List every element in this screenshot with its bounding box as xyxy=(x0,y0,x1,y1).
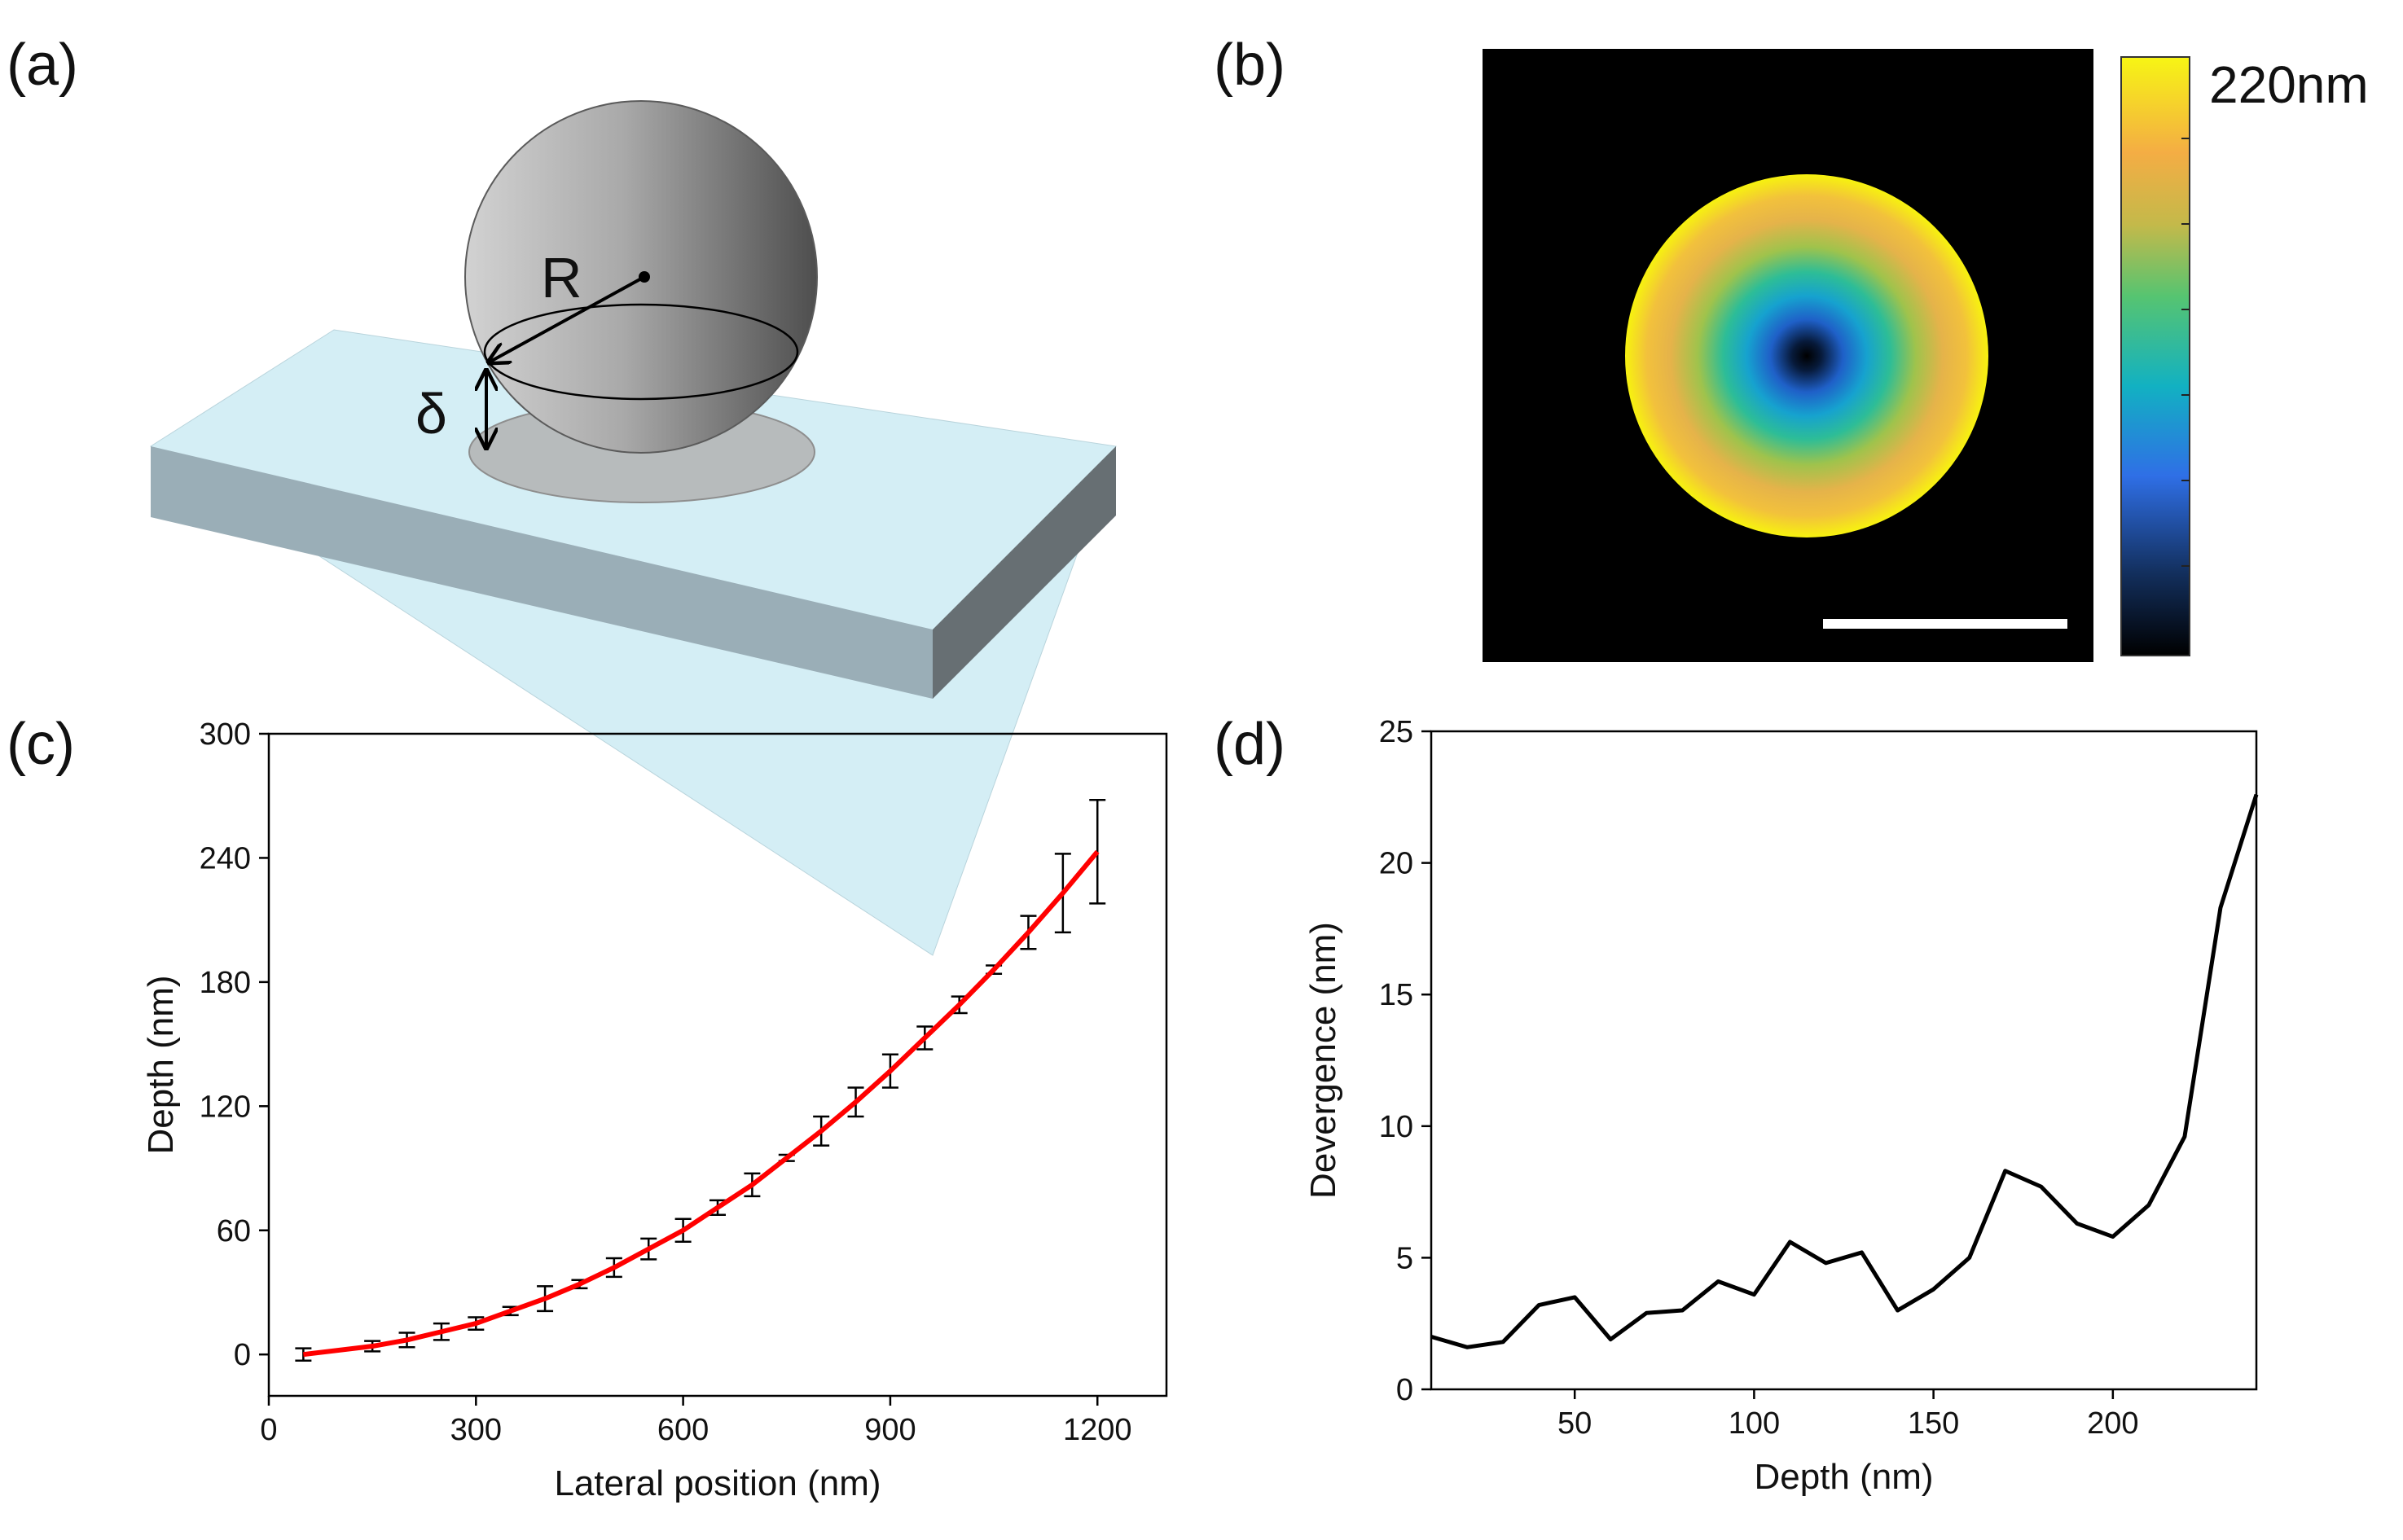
panel-b-letter: (b) xyxy=(1214,33,1285,98)
x-tick-label: 1200 xyxy=(1063,1413,1132,1447)
x-axis-label: Lateral position (nm) xyxy=(554,1463,881,1503)
x-axis-label: Depth (nm) xyxy=(1754,1457,1933,1497)
y-axis-label: Depth (nm) xyxy=(141,975,181,1154)
slab-side-face xyxy=(933,446,1116,699)
data-line xyxy=(1430,793,2259,1349)
plot-frame xyxy=(267,732,1168,1397)
y-tick-label: 25 xyxy=(1379,715,1413,749)
slab-front-face xyxy=(151,446,933,699)
colorbar-ticks xyxy=(2181,138,2190,567)
plot-frame xyxy=(1430,730,2258,1391)
y-tick-label: 300 xyxy=(200,717,251,752)
chart-c: 0 300 600 900 1200 0 60 120 180 240 300 Lateral pos… xyxy=(141,717,1168,1503)
colorbar xyxy=(2120,56,2190,656)
chart-d: 50 100 150 200 0 5 10 15 20 25 Depth (nm) Devergenc… xyxy=(1303,715,2259,1497)
panel-b: (b) 220nm xyxy=(1214,33,2369,662)
x-tick-label: 900 xyxy=(864,1413,916,1447)
fit-curve xyxy=(303,849,1100,1358)
y-tick-label: 0 xyxy=(1396,1373,1413,1407)
y-tick-label: 10 xyxy=(1379,1110,1413,1144)
panel-c: (c) 0 300 600 900 1200 0 60 120 180 240 300 Lateral… xyxy=(7,712,1168,1503)
panel-a-letter: (a) xyxy=(7,33,78,98)
x-tick-label: 150 xyxy=(1908,1406,1959,1441)
y-tick-label: 20 xyxy=(1379,847,1413,881)
y-tick-label: 15 xyxy=(1379,978,1413,1012)
crater-map xyxy=(1625,174,1988,537)
x-tick-label: 50 xyxy=(1557,1406,1592,1441)
panel-a: (a) R δ xyxy=(7,33,1117,956)
x-tick-label: 300 xyxy=(450,1413,502,1447)
y-tick-label: 60 xyxy=(217,1214,251,1248)
x-tick-label: 0 xyxy=(260,1413,277,1447)
radius-label: R xyxy=(541,246,582,309)
colorbar-max-label: 220nm xyxy=(2209,55,2369,114)
x-tick-label: 100 xyxy=(1729,1406,1780,1441)
depth-label: δ xyxy=(415,382,447,445)
y-tick-label: 5 xyxy=(1396,1241,1413,1275)
y-tick-label: 240 xyxy=(200,841,251,875)
y-tick-label: 120 xyxy=(200,1090,251,1124)
x-tick-label: 600 xyxy=(657,1413,709,1447)
panel-c-letter: (c) xyxy=(7,712,75,777)
y-tick-label: 0 xyxy=(234,1338,251,1372)
panel-d: (d) 50 100 150 200 0 5 10 15 20 25 Depth (nm) Dever… xyxy=(1214,712,2259,1497)
radius-arrow xyxy=(489,275,645,362)
y-axis-label: Devergence (nm) xyxy=(1303,922,1343,1199)
y-tick-label: 180 xyxy=(200,966,251,1000)
x-tick-label: 200 xyxy=(2087,1406,2138,1441)
panel-d-letter: (d) xyxy=(1214,712,1285,777)
scale-bar xyxy=(1823,619,2067,629)
